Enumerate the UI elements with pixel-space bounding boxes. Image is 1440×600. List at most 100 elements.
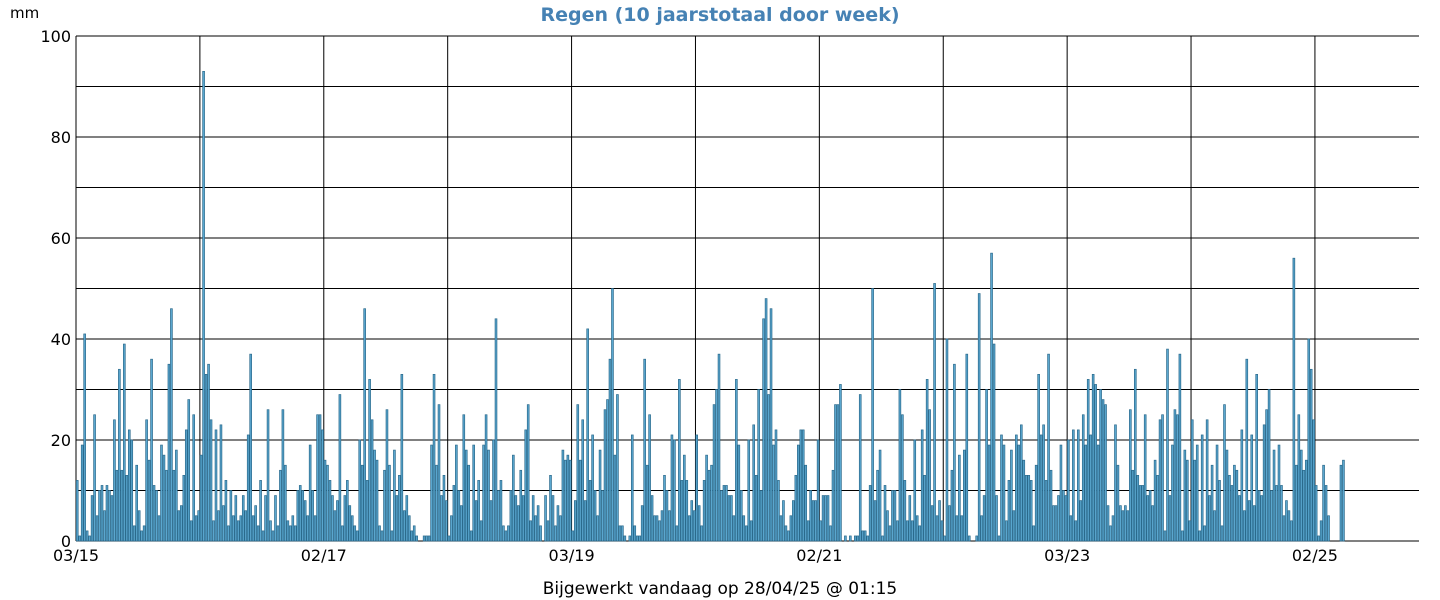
bar (78, 535, 82, 542)
bar (814, 500, 817, 542)
bar (301, 490, 305, 542)
bar (1138, 485, 1142, 542)
bar (1109, 525, 1112, 542)
bar (588, 480, 592, 542)
bar (455, 444, 458, 542)
bar (720, 490, 723, 542)
bar (80, 444, 84, 542)
bar (517, 505, 520, 542)
bar (1260, 495, 1263, 542)
bar (829, 525, 832, 542)
bar (1077, 429, 1080, 542)
bar (1304, 459, 1308, 542)
bar (1307, 338, 1311, 542)
bar (1267, 389, 1271, 542)
bar (469, 530, 473, 542)
bar (180, 505, 183, 542)
bar (1183, 449, 1187, 542)
bar (1247, 500, 1251, 542)
bar (1002, 444, 1006, 542)
bar (115, 469, 119, 542)
bar (883, 485, 887, 542)
bar (913, 439, 917, 542)
bar (930, 505, 934, 542)
bar (556, 505, 560, 542)
bar (132, 525, 136, 542)
bar (1300, 449, 1303, 542)
bar (264, 495, 267, 542)
bar (784, 525, 788, 542)
bar (457, 490, 461, 542)
bar (341, 525, 344, 542)
bar (509, 490, 513, 542)
x-tick-label: 02/25 (1292, 546, 1338, 565)
bar (269, 520, 272, 542)
bar (578, 459, 582, 542)
bar (630, 434, 634, 542)
bar (564, 459, 567, 542)
bar (596, 515, 599, 542)
bar (194, 515, 198, 542)
bar (1158, 419, 1162, 542)
bar (925, 379, 929, 542)
bar (400, 374, 404, 542)
updated-footer: Bijgewerkt vandaag op 28/04/25 @ 01:15 (543, 579, 897, 599)
bar (479, 520, 483, 542)
bar (378, 525, 381, 542)
bar (472, 444, 475, 542)
bar (774, 429, 778, 542)
bar (1114, 424, 1117, 542)
bar (1067, 439, 1070, 542)
bar (975, 535, 978, 542)
bar (811, 500, 815, 542)
bar (103, 510, 106, 542)
bar (165, 469, 168, 542)
bar (737, 444, 741, 542)
bar (531, 495, 535, 542)
bar (432, 374, 436, 542)
bar (298, 485, 302, 542)
bar (167, 363, 171, 542)
bar (953, 363, 956, 542)
bar (915, 515, 919, 542)
bar (202, 70, 205, 542)
bar (1309, 368, 1313, 542)
bar (910, 520, 914, 542)
bar (291, 515, 295, 542)
bar (137, 510, 141, 542)
bar (1042, 424, 1045, 542)
bar (440, 495, 443, 542)
bar (730, 495, 733, 542)
bar (306, 515, 309, 542)
bar (1272, 449, 1276, 542)
bar (559, 515, 562, 542)
bar (792, 500, 795, 542)
bar (177, 510, 181, 542)
bar (1324, 485, 1328, 542)
bar (487, 449, 490, 542)
bar (393, 449, 396, 542)
bar (497, 490, 500, 542)
bar (1205, 419, 1209, 542)
bar (524, 429, 528, 542)
bar (316, 414, 319, 542)
bar (660, 510, 664, 542)
bar (234, 495, 238, 542)
bar (435, 464, 438, 542)
bar (1133, 368, 1137, 542)
bar (799, 429, 803, 542)
bar (1317, 535, 1320, 542)
bar (1282, 515, 1286, 542)
y-tick-label: 20 (51, 431, 71, 450)
bar (447, 535, 451, 542)
bar (826, 495, 830, 542)
bar (1034, 464, 1038, 542)
bar (224, 480, 228, 542)
bar (683, 454, 686, 542)
bar (405, 495, 409, 542)
bar (963, 449, 966, 542)
bar (1277, 444, 1281, 542)
bar (821, 495, 825, 542)
bar (908, 495, 912, 542)
bar (935, 515, 939, 542)
